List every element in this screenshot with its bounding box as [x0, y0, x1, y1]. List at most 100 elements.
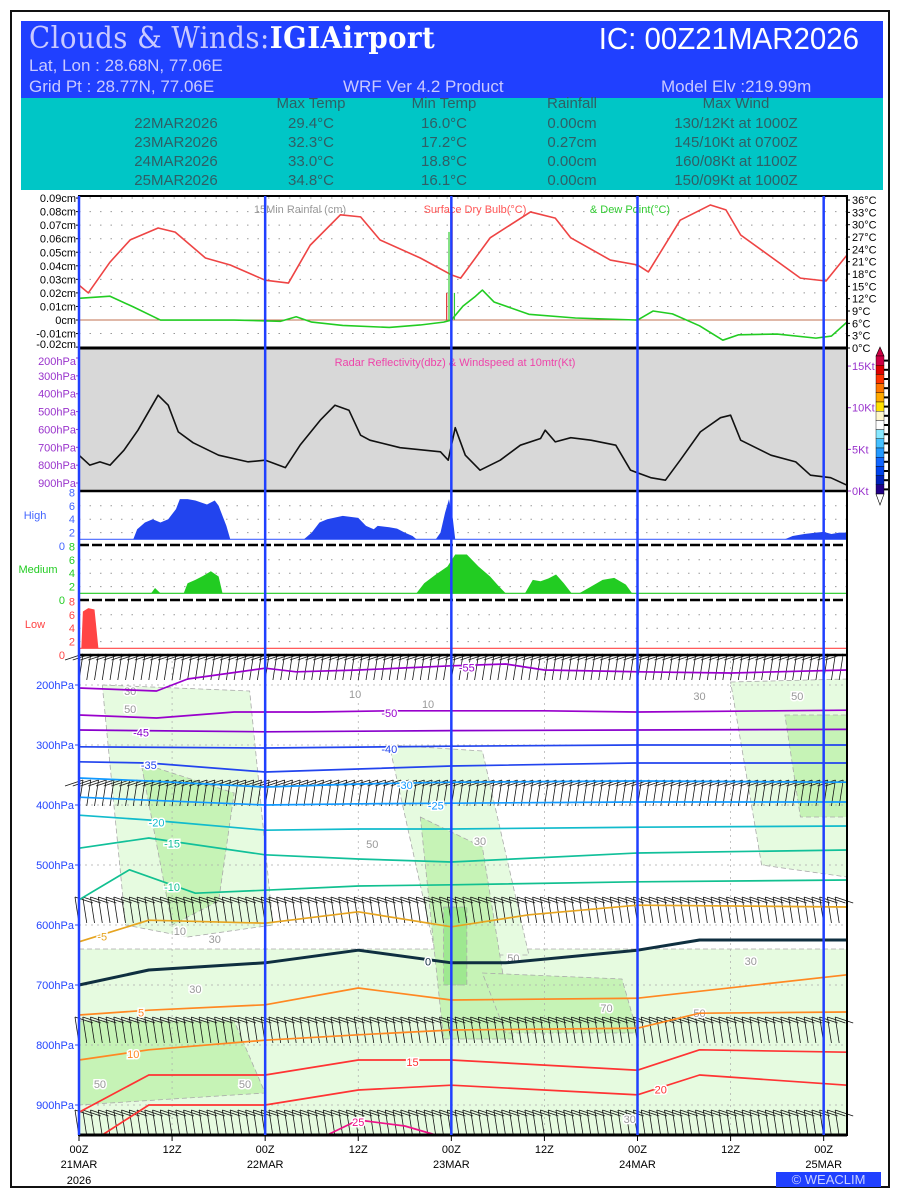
wind-barb [280, 779, 286, 807]
wind-barb [94, 779, 99, 807]
wind-barb [82, 1016, 88, 1044]
wind-barb-flag [555, 1109, 575, 1117]
colorbar-swatch [875, 438, 885, 449]
wind-barb [493, 1109, 499, 1137]
wind-barb [353, 1109, 359, 1137]
wind-barb [730, 653, 735, 681]
wind-barb [594, 1109, 600, 1137]
wind-barb [454, 1109, 460, 1137]
summary-cell-min: 17.2°C [420, 134, 468, 151]
wind-barb [671, 1016, 677, 1044]
wind-barb [695, 1109, 700, 1137]
wind-barb [540, 1109, 545, 1137]
wind-barb [206, 1016, 212, 1044]
wind-barb-flag [454, 896, 474, 904]
wind-barb-flag [726, 1109, 745, 1117]
wind-barb [454, 896, 460, 924]
wind-barb [648, 1016, 654, 1044]
wind-barb [218, 653, 224, 681]
wind-barb-flag [625, 1109, 644, 1117]
col-rainfall: Rainfall [546, 95, 598, 112]
header-banner: Clouds & Winds:IGIAirport IC: 00Z21MAR20… [21, 21, 883, 98]
wind-barb-flag [330, 1109, 350, 1117]
temp-axis-tick: 27°C [852, 232, 877, 244]
wind-barb [82, 896, 88, 924]
wind-barb [295, 653, 301, 681]
wind-barb-flag [268, 896, 288, 904]
wind-barb [136, 896, 142, 924]
cloud-panel-label: Medium [18, 564, 57, 576]
rh-contour-label: 30 [745, 956, 757, 968]
wind-barb-flag [121, 896, 140, 904]
wind-barb [295, 779, 301, 807]
wind-barb-flag [773, 896, 792, 904]
wind-barb [322, 1109, 328, 1137]
wind-barb-flag [206, 1109, 225, 1117]
rh-contour-label: 30 [209, 934, 221, 946]
wind-barb-flag [548, 1016, 567, 1024]
wind-barb [338, 1016, 344, 1044]
wind-barb [187, 653, 192, 681]
cloud-axis-tick: 6 [69, 501, 75, 513]
wind-barb [400, 1016, 406, 1044]
wind-barb [144, 896, 150, 924]
wind-barb [303, 653, 309, 681]
wind-barb-flag [478, 1016, 497, 1024]
wind-barb-flag [664, 896, 683, 904]
temp-axis-tick: 0°C [852, 343, 871, 355]
wind-barb-flag [804, 1109, 823, 1117]
wind-barb-flag [827, 896, 846, 904]
wind-barb-flag [113, 1016, 132, 1024]
wind-barb-flag [786, 779, 805, 787]
wind-barb [427, 779, 433, 807]
colorbar-swatch [875, 420, 885, 430]
rh-contour-label: 30 [693, 691, 705, 703]
wind-barb [714, 653, 720, 681]
wind-barb [109, 653, 115, 681]
wind-barb [563, 1016, 569, 1044]
summary-cell-date: 23MAR2026 [134, 134, 218, 151]
wind-barb [458, 779, 464, 807]
wind-barb-flag [548, 1109, 567, 1117]
radar-pressure-tick: 700hPa [38, 442, 77, 454]
wind-barb-flag [811, 1016, 831, 1024]
wind-barb-flag [400, 1016, 419, 1024]
wind-barb-flag [468, 779, 487, 787]
wind-barb-flag [586, 1016, 606, 1024]
colorbar-swatch [875, 383, 885, 394]
wind-barb [749, 1109, 755, 1137]
wind-barb-flag [835, 1016, 854, 1024]
wind-barb [136, 1109, 142, 1137]
dew-point-line [78, 289, 848, 341]
wind-barb-flag [105, 1016, 125, 1024]
wind-barb [606, 653, 611, 681]
date-tick-label: 21MAR [61, 1159, 98, 1171]
wind-barb-flag [361, 896, 381, 904]
pressure-axis-tick: 800hPa [36, 1040, 75, 1052]
temp-axis-tick: 15°C [852, 281, 877, 293]
wind-barb [757, 1109, 763, 1137]
wind-barb-flag [470, 1109, 489, 1117]
wind-barb [489, 779, 495, 807]
wind-barb [109, 779, 115, 807]
wind-barb [156, 653, 161, 681]
rain-axis-tick: -0.02cm [36, 339, 76, 351]
wind-barb [788, 1016, 794, 1044]
wind-barb-flag [648, 896, 668, 904]
wind-barb-flag [741, 1109, 761, 1117]
wind-barb-flag [586, 1109, 606, 1117]
wind-barb [330, 896, 336, 924]
wind-barb [338, 1109, 344, 1137]
wind-barb [547, 896, 553, 924]
rh-shaded-region [481, 972, 638, 1034]
wind-barb [505, 779, 511, 807]
wind-barb-flag [610, 1109, 629, 1117]
wind-barb [307, 896, 313, 924]
wind-barb-flag [299, 896, 319, 904]
wind-barb-flag [695, 1109, 714, 1117]
pressure-axis-tick: 900hPa [36, 1100, 75, 1112]
wind-barb-flag [555, 896, 575, 904]
wind-barb-flag [801, 779, 821, 787]
wind-barb-flag [734, 1016, 753, 1024]
col-max-wind: Max Wind [702, 95, 770, 112]
